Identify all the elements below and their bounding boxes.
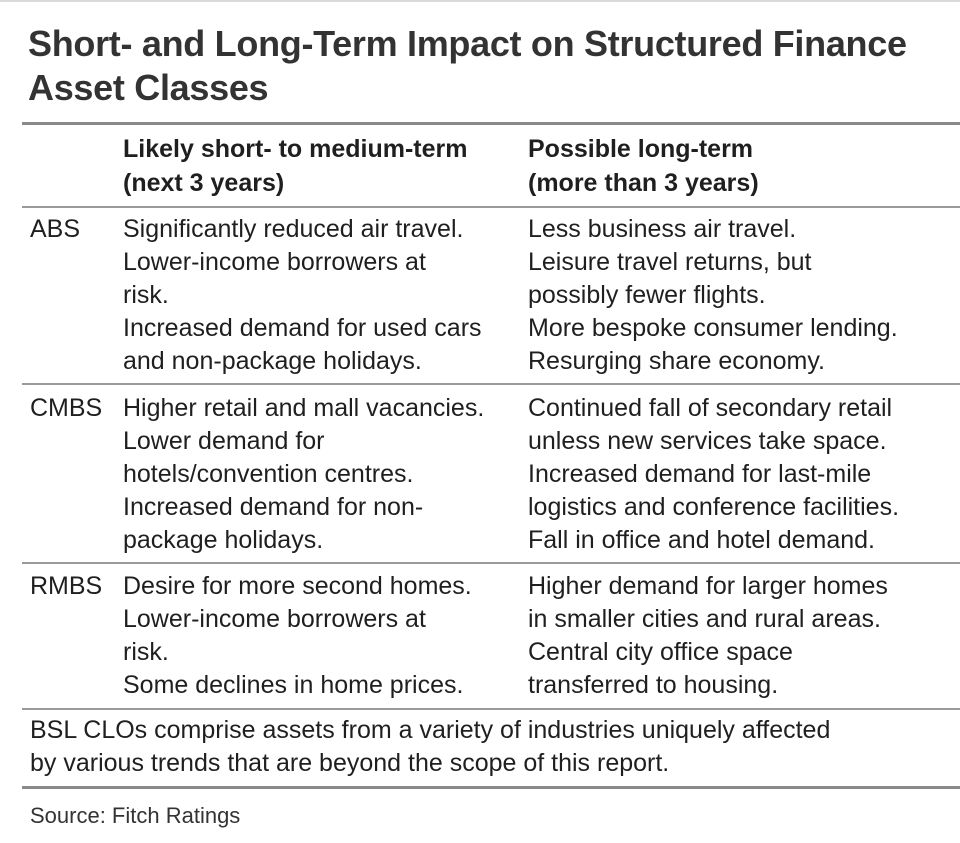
top-border [0,0,960,2]
row-divider-2 [22,562,960,564]
header-long-term: Possible long-term (more than 3 years) [528,135,759,197]
rmbs-long-term-text: Higher demand for larger homes in smalle… [528,572,888,699]
row-divider-3 [22,708,960,710]
cmbs-long-term-text: Continued fall of secondary retail unles… [528,394,900,554]
header-bottom-rule [22,206,960,208]
title-line-2: Asset Classes [28,67,269,108]
header-short-term: Likely short- to medium-term (next 3 yea… [123,135,468,197]
row-divider-1 [22,383,960,385]
table-bottom-rule [22,786,960,789]
row-label-rmbs: RMBS [30,572,103,600]
cmbs-short-term-text: Higher retail and mall vacancies. Lower … [123,394,485,554]
abs-long-term-text: Less business air travel. Leisure travel… [528,215,898,375]
header-top-rule [22,122,960,125]
title-line-1: Short- and Long-Term Impact on Structure… [28,23,907,64]
bsl-clo-note: BSL CLOs comprise assets from a variety … [30,716,831,777]
rmbs-short-term-text: Desire for more second homes. Lower-inco… [123,572,472,699]
page-title: Short- and Long-Term Impact on Structure… [28,22,938,110]
row-label-cmbs: CMBS [30,394,103,422]
source-note: Source: Fitch Ratings [30,803,241,828]
abs-short-term-text: Significantly reduced air travel. Lower-… [123,215,482,375]
row-label-abs: ABS [30,215,81,243]
